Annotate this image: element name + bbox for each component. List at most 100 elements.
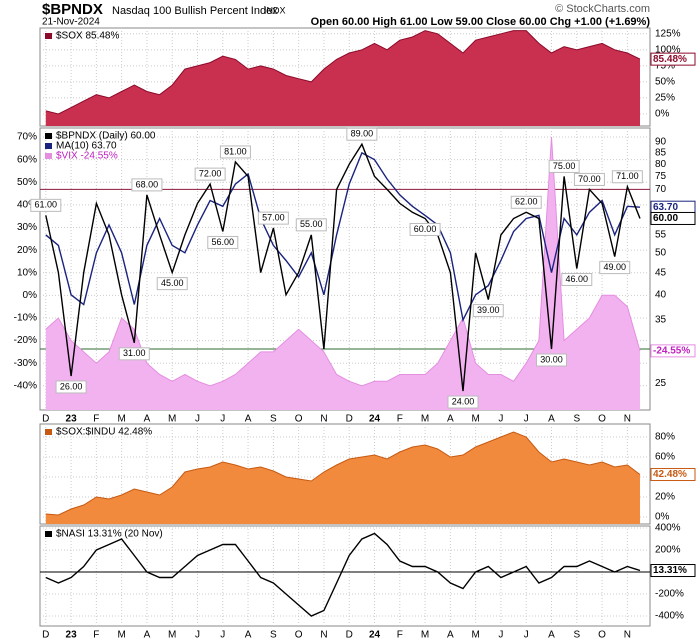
- area-fill: [45, 137, 641, 410]
- legend-swatch: [45, 33, 52, 39]
- y-tick-label: 60%: [17, 154, 37, 165]
- x-tick-label: A: [548, 630, 555, 639]
- x-tick-label: S: [270, 414, 277, 425]
- area-fill: [45, 30, 641, 127]
- y-tick-label: 75%: [655, 60, 675, 71]
- last-value-tag: [650, 468, 696, 482]
- x-tick-label: M: [421, 414, 429, 425]
- value-label: 56.00: [212, 237, 235, 247]
- x-tick-label: A: [245, 630, 252, 639]
- y-tick-label: 20%: [655, 492, 675, 503]
- y2-tick-label: 25: [655, 378, 667, 389]
- x-tick-label: 23: [66, 630, 78, 639]
- y-tick-label: 50%: [655, 77, 675, 88]
- x-tick-label: A: [144, 630, 151, 639]
- x-tick-label: J: [220, 414, 225, 425]
- value-label-box: [118, 347, 150, 361]
- value-label: 89.00: [351, 129, 374, 139]
- value-label: 75.00: [553, 161, 576, 171]
- y2-tick-label: 35: [655, 315, 667, 326]
- y-tick-label: -20%: [14, 335, 37, 346]
- last-value-tag: [650, 564, 696, 578]
- last-value-label: 63.70: [653, 202, 678, 213]
- value-label-box: [30, 198, 62, 212]
- value-label: 62.00: [515, 197, 538, 207]
- y-tick-label: 400%: [655, 523, 681, 534]
- x-tick-label: F: [93, 630, 99, 639]
- last-value-label: -24.55%: [653, 346, 690, 357]
- x-tick-label: F: [397, 630, 403, 639]
- value-label-box: [447, 395, 479, 409]
- last-value-label: 85.48%: [653, 54, 687, 65]
- value-label: 68.00: [136, 179, 159, 189]
- value-label: 70.00: [578, 174, 601, 184]
- legend-label: $SOX:$INDU 42.48%: [56, 427, 152, 438]
- value-label-box: [219, 145, 251, 159]
- value-label-box: [472, 304, 504, 318]
- x-tick-label: D: [346, 630, 353, 639]
- legend-label: $VIX -24.55%: [56, 151, 118, 162]
- last-value-label: 13.31%: [653, 565, 687, 576]
- y2-tick-label: 75: [655, 171, 667, 182]
- x-tick-label: D: [346, 414, 353, 425]
- value-label: 31.00: [123, 348, 146, 358]
- last-value-tag: [650, 211, 696, 225]
- y-tick-label: 25%: [655, 93, 675, 104]
- value-label-box: [156, 277, 188, 291]
- x-tick-label: J: [524, 630, 529, 639]
- x-tick-label: M: [421, 630, 429, 639]
- value-label: 55.00: [300, 219, 323, 229]
- value-label-box: [599, 261, 631, 275]
- symbol: $BPNDX: [42, 1, 103, 18]
- y-tick-label: 10%: [17, 267, 37, 278]
- value-label: 61.00: [35, 200, 58, 210]
- last-value-tag: [650, 344, 696, 358]
- x-tick-label: 24: [369, 414, 381, 425]
- y-tick-label: 70%: [17, 132, 37, 143]
- y2-tick-label: 40: [655, 289, 667, 300]
- value-label: 60.00: [414, 224, 437, 234]
- value-label-box: [536, 353, 568, 367]
- y2-tick-label: 55: [655, 229, 667, 240]
- legend-label: MA(10) 63.70: [56, 141, 117, 152]
- x-tick-label: 23: [66, 414, 78, 425]
- date: 21-Nov-2024: [42, 17, 100, 28]
- x-tick-label: A: [548, 414, 555, 425]
- x-tick-label: O: [598, 414, 606, 425]
- value-label-box: [131, 178, 163, 192]
- y-tick-label: 20%: [17, 245, 37, 256]
- x-tick-label: M: [471, 630, 479, 639]
- y2-tick-label: 85: [655, 148, 667, 159]
- value-label-box: [207, 235, 239, 249]
- value-label-box: [561, 273, 593, 287]
- series-line: [45, 151, 641, 323]
- legend-swatch: [45, 143, 52, 149]
- last-value-label: 42.48%: [653, 469, 687, 480]
- x-tick-label: J: [195, 414, 200, 425]
- x-tick-label: F: [93, 414, 99, 425]
- value-label: 49.00: [603, 262, 626, 272]
- legend-label: $BPNDX (Daily) 60.00: [56, 131, 156, 142]
- x-tick-label: O: [295, 414, 303, 425]
- value-label: 81.00: [224, 146, 247, 156]
- legend-swatch: [45, 429, 52, 435]
- y-tick-label: -40%: [14, 380, 37, 391]
- exchange: INDX: [264, 5, 286, 15]
- x-tick-label: J: [220, 630, 225, 639]
- y2-tick-label: 50: [655, 247, 667, 258]
- value-label: 45.00: [161, 278, 184, 288]
- y-tick-label: 200%: [655, 545, 681, 556]
- y-tick-label: 60%: [655, 452, 675, 463]
- x-tick-label: 24: [369, 630, 381, 639]
- y-tick-label: 30%: [17, 222, 37, 233]
- x-tick-label: S: [573, 414, 580, 425]
- legend-swatch: [45, 133, 52, 139]
- x-tick-label: A: [447, 630, 454, 639]
- x-tick-label: M: [117, 414, 125, 425]
- last-value-tag: [650, 52, 696, 66]
- y-tick-label: 100%: [655, 44, 681, 55]
- y-tick-label: 40%: [17, 200, 37, 211]
- value-label-box: [409, 222, 441, 236]
